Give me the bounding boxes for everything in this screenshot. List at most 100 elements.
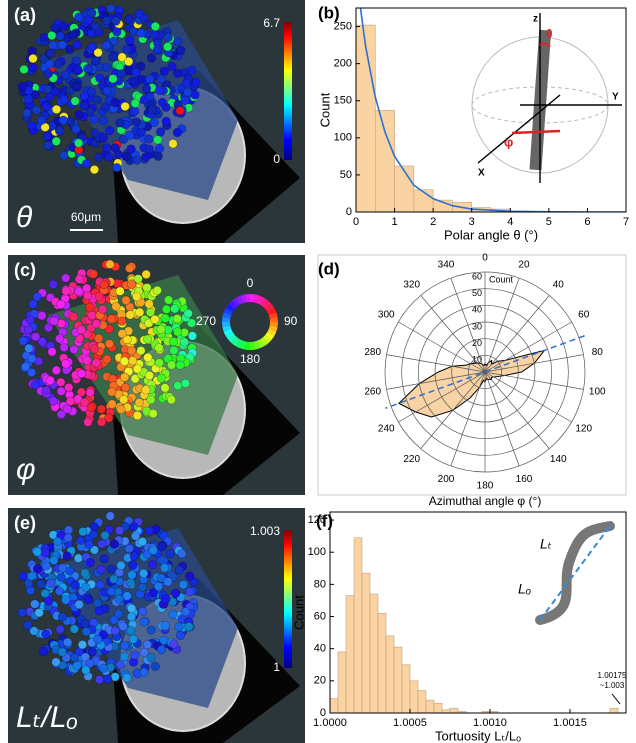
fiber-end <box>56 572 66 582</box>
color-wheel-segment <box>245 341 250 350</box>
polar-panel: (d)1020304050600204060801001201401601802… <box>317 253 627 508</box>
x-tick-label: 6 <box>584 216 590 228</box>
histogram-bar <box>377 613 387 714</box>
color-wheel-label: 270 <box>196 314 216 328</box>
fiber-end <box>142 283 152 293</box>
fiber-end <box>59 342 69 353</box>
fiber-end <box>143 352 153 363</box>
fiber-end <box>102 62 112 73</box>
fiber-end <box>44 596 54 606</box>
fiber-end <box>136 61 146 71</box>
y-tick-label: 20 <box>314 675 326 687</box>
fiber-end <box>85 387 95 398</box>
y-axis-label: Count <box>317 92 332 127</box>
fiber-end <box>41 102 52 112</box>
fiber-end <box>129 522 139 532</box>
fiber-end <box>61 595 71 605</box>
fiber-end <box>86 87 96 97</box>
colorbar <box>284 22 292 160</box>
fiber-end <box>108 52 118 62</box>
fiber-end <box>165 548 175 559</box>
histogram-bar <box>425 699 435 714</box>
fiber-end <box>50 23 60 33</box>
fiber-end <box>176 45 186 55</box>
fiber-end <box>83 595 93 605</box>
fiber-end <box>23 325 34 335</box>
angle-spoke <box>484 295 550 373</box>
fiber-end <box>112 27 122 37</box>
color-wheel-segment <box>267 328 277 336</box>
color-wheel-segment <box>222 325 232 332</box>
fiber-end <box>117 316 127 326</box>
fiber-end <box>153 135 163 145</box>
fiber-end <box>181 607 191 617</box>
r-tick-label: 10 <box>472 355 482 365</box>
inset-phi-arrow <box>511 129 561 135</box>
inset-axis <box>477 94 561 164</box>
fiber-end <box>175 360 185 370</box>
r-tick-label: 60 <box>472 271 482 281</box>
fiber-end <box>27 121 37 131</box>
fiber-end <box>152 285 162 295</box>
angle-tick-label: 340 <box>438 260 455 271</box>
fiber-end <box>166 395 177 405</box>
fiber-end <box>46 578 56 588</box>
histogram-bar <box>394 165 415 213</box>
angle-spoke <box>484 371 550 449</box>
fiber-end <box>41 561 51 571</box>
fiber-end <box>105 511 115 521</box>
color-wheel-segment <box>250 294 255 303</box>
fiber-end <box>127 279 137 289</box>
fiber-end <box>160 313 170 323</box>
fiber-end <box>126 144 136 154</box>
fiber-end <box>163 577 173 587</box>
fiber-end <box>87 647 97 657</box>
angle-spoke <box>484 371 572 423</box>
fiber-end <box>74 12 84 22</box>
fiber-end <box>173 36 183 47</box>
fiber-end <box>89 114 99 124</box>
fiber-end <box>82 283 92 293</box>
fiber-end <box>65 85 75 96</box>
fiber-end <box>81 665 91 675</box>
x-tick-label: 4 <box>507 216 513 228</box>
fiber-end <box>145 74 155 84</box>
fiber-end <box>136 28 146 38</box>
fiber-end <box>106 314 117 324</box>
histogram-bar <box>369 593 379 714</box>
fiber-end <box>107 399 117 409</box>
fiber-end <box>68 30 78 40</box>
fiber-end <box>126 626 136 636</box>
fiber-end <box>61 359 71 369</box>
fiber-end <box>91 358 101 368</box>
fiber-end <box>27 354 37 364</box>
fiber-end <box>115 118 125 128</box>
fiber-end <box>109 539 120 549</box>
fiber-end <box>89 522 99 532</box>
fiber-end <box>174 565 184 575</box>
fiber-end <box>65 566 75 576</box>
fiber-end <box>81 627 91 637</box>
x-tick-label: 1.0000 <box>313 717 347 729</box>
fiber-end <box>24 343 34 353</box>
fiber-end <box>63 637 73 647</box>
fiber-end <box>136 346 146 356</box>
fiber-end <box>109 615 119 625</box>
r-tick-label: 20 <box>472 338 482 348</box>
inset-label: X <box>478 168 485 179</box>
fiber-end <box>45 375 55 386</box>
r-tick-label: 50 <box>472 288 482 298</box>
fiber-end <box>70 96 80 106</box>
fiber-end <box>148 560 158 570</box>
fiber-end <box>73 553 84 563</box>
fiber-end <box>109 36 119 46</box>
fiber-end <box>163 42 173 52</box>
histogram-panel: (b) 0 50 100 150 200 250 0 1 2 3 4 5 6 7 Polar angle θ … <box>317 3 629 242</box>
fiber-end <box>43 84 53 94</box>
angle-tick-label: 180 <box>477 481 494 492</box>
fiber-end <box>152 45 163 55</box>
fiber-end <box>175 106 185 116</box>
fiber-end <box>124 56 134 67</box>
histogram-bar <box>417 690 427 714</box>
fiber-end <box>30 599 40 609</box>
